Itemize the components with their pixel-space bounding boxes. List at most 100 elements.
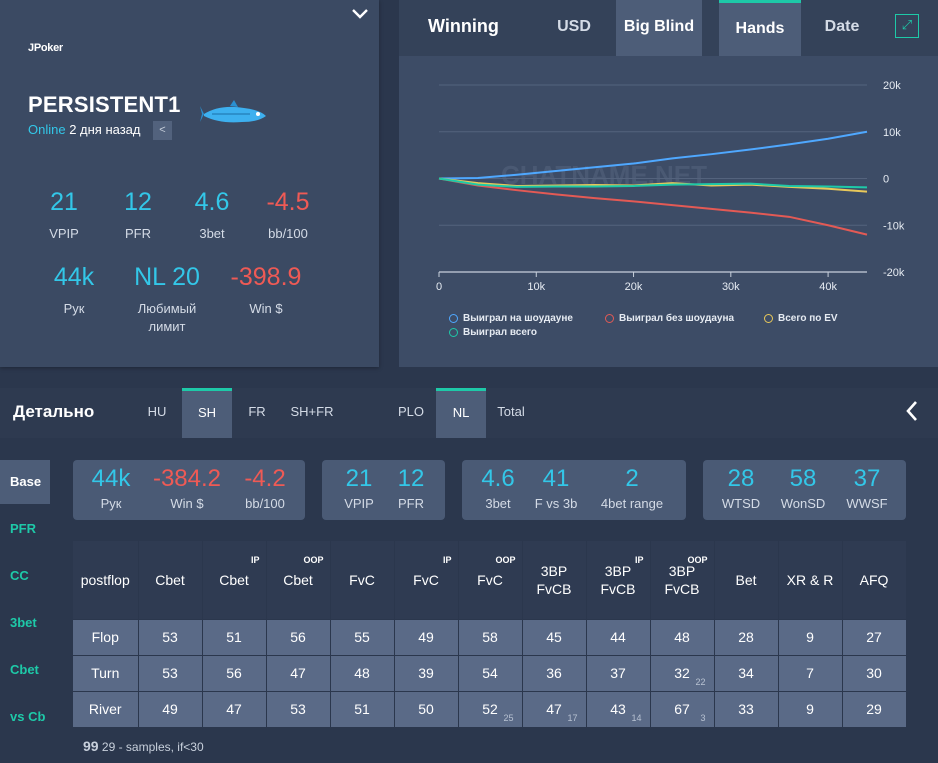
column-header[interactable]: Cbet IP xyxy=(202,541,267,620)
table-cell: 48 xyxy=(330,655,395,692)
column-header[interactable]: AFQ xyxy=(842,541,907,620)
profile-stat-bb100: -4.5 bb/100 xyxy=(256,188,320,243)
stat-wwsf: 37 WWSF xyxy=(846,465,888,511)
table-cell: 9 xyxy=(778,619,843,656)
column-header[interactable]: Cbet xyxy=(138,541,203,620)
legend-non-showdown[interactable]: Выиграл без шоудауна xyxy=(605,313,734,324)
column-header[interactable]: FvC IP xyxy=(394,541,459,620)
stat-vpip: 21 VPIP xyxy=(344,465,374,511)
expand-icon[interactable]: ⤢ xyxy=(895,14,919,38)
side-item-cc[interactable]: CC xyxy=(10,568,29,583)
column-header-label: FvC xyxy=(349,571,375,588)
cell-value: 53 xyxy=(162,665,178,681)
column-header-label: 3BP FvCB xyxy=(536,562,572,597)
tab-hands[interactable]: Hands xyxy=(719,0,801,56)
legend-ev[interactable]: Всего по EV xyxy=(764,313,838,324)
table-cell: 50 xyxy=(394,691,459,728)
tab-plo[interactable]: PLO xyxy=(397,404,424,419)
profile-stat-pfr: 12 PFR xyxy=(112,188,164,243)
stat-label: Win $ xyxy=(249,301,283,316)
profile-stat-vpip: 21 VPIP xyxy=(38,188,90,243)
cell-value: 54 xyxy=(482,665,498,681)
tab-nl[interactable]: NL xyxy=(436,388,486,438)
samples-note-example: 99 xyxy=(83,738,99,754)
legend-label: Выиграл без шоудауна xyxy=(619,313,735,324)
cell-value: 9 xyxy=(806,629,814,645)
table-cell: 47 17 xyxy=(522,691,587,728)
cell-value: 47 xyxy=(226,701,242,717)
cell-value: 51 xyxy=(354,701,370,717)
column-header[interactable]: 3BP FvCB xyxy=(522,541,587,620)
column-header[interactable]: 3BP FvCB OOP xyxy=(650,541,715,620)
legend-check-icon xyxy=(449,328,458,337)
chevron-left-icon[interactable] xyxy=(905,400,919,428)
samples-note: 99 29 - samples, if<30 xyxy=(83,738,204,754)
tab-hu[interactable]: HU xyxy=(147,404,167,419)
table-cell: 28 xyxy=(714,619,779,656)
tab-sh[interactable]: SH xyxy=(182,388,232,438)
online-status: Online 2 дня назад xyxy=(28,122,141,137)
column-header-label: postflop xyxy=(80,571,130,588)
cell-value: 44 xyxy=(610,629,626,645)
share-icon[interactable]: < xyxy=(153,121,172,140)
cell-value: 51 xyxy=(226,629,242,645)
column-header[interactable]: Cbet OOP xyxy=(266,541,331,620)
table-cell: 55 xyxy=(330,619,395,656)
legend-showdown[interactable]: Выиграл на шоудауне xyxy=(449,313,573,324)
detail-tabbar: Детально HU SH FR SH+FR PLO NL Total xyxy=(0,388,938,438)
table-row-flop: Flop 53 51 56 55 49 58 45 44 48 28 9 27 xyxy=(73,619,907,656)
last-seen: 2 дня назад xyxy=(69,122,141,137)
stat-value: 21 xyxy=(50,188,78,216)
table-cell: 67 3 xyxy=(650,691,715,728)
column-header[interactable]: 3BP FvCB IP xyxy=(586,541,651,620)
table-cell: 44 xyxy=(586,619,651,656)
column-header[interactable]: XR & R xyxy=(778,541,843,620)
stat-label: bb/100 xyxy=(268,226,308,241)
stat-value: -4.5 xyxy=(266,188,310,216)
table-cell: 32 22 xyxy=(650,655,715,692)
collapse-chevron-icon[interactable] xyxy=(348,4,372,24)
cell-value: 34 xyxy=(738,665,754,681)
legend-total[interactable]: Выиграл всего xyxy=(449,327,537,338)
tab-usd[interactable]: USD xyxy=(557,18,591,35)
y-tick-label: -20k xyxy=(883,267,905,279)
table-cell: 56 xyxy=(266,619,331,656)
column-header-label: FvC xyxy=(413,571,439,588)
side-item-3bet[interactable]: 3bet xyxy=(10,615,37,630)
cell-value: 7 xyxy=(806,665,814,681)
side-item-base[interactable]: Base xyxy=(0,460,50,504)
y-tick-label: -10k xyxy=(883,220,905,232)
table-cell: 53 xyxy=(266,691,331,728)
tab-big-blind[interactable]: Big Blind xyxy=(616,0,702,56)
column-header[interactable]: FvC OOP xyxy=(458,541,523,620)
cell-value: 49 xyxy=(162,701,178,717)
side-item-vs-cb[interactable]: vs Cb xyxy=(10,709,46,724)
side-item-pfr[interactable]: PFR xyxy=(10,521,36,536)
table-cell: 34 xyxy=(714,655,779,692)
stat-win-dollars: -384.2 Win $ xyxy=(152,465,222,511)
column-header[interactable]: postflop xyxy=(73,541,139,620)
stat-card-results: 44k Рук -384.2 Win $ -4.2 bb/100 xyxy=(73,460,305,520)
tab-fr[interactable]: FR xyxy=(248,404,266,419)
cell-value: 33 xyxy=(738,701,754,717)
tab-sh-fr[interactable]: SH+FR xyxy=(290,404,334,419)
column-header[interactable]: Bet xyxy=(714,541,779,620)
tab-date[interactable]: Date xyxy=(824,18,860,35)
table-cell: 53 xyxy=(138,619,203,656)
stat-4bet-range: 2 4bet range xyxy=(600,465,664,511)
table-cell: 43 14 xyxy=(586,691,651,728)
stat-label: Любимый лимит xyxy=(137,301,197,334)
column-header[interactable]: FvC xyxy=(330,541,395,620)
cell-value: 28 xyxy=(738,629,754,645)
cell-value: 45 xyxy=(546,629,562,645)
tab-total[interactable]: Total xyxy=(497,404,525,419)
stat-value: 12 xyxy=(124,188,152,216)
stat-wtsd: 28 WTSD xyxy=(721,465,761,511)
stat-value: NL 20 xyxy=(134,263,200,291)
table-cell: 29 xyxy=(842,691,907,728)
table-cell: 39 xyxy=(394,655,459,692)
cell-value: 47 xyxy=(546,701,562,717)
side-item-cbet[interactable]: Cbet xyxy=(10,662,39,677)
table-cell: 51 xyxy=(330,691,395,728)
stat-pfr: 12 PFR xyxy=(397,465,425,511)
